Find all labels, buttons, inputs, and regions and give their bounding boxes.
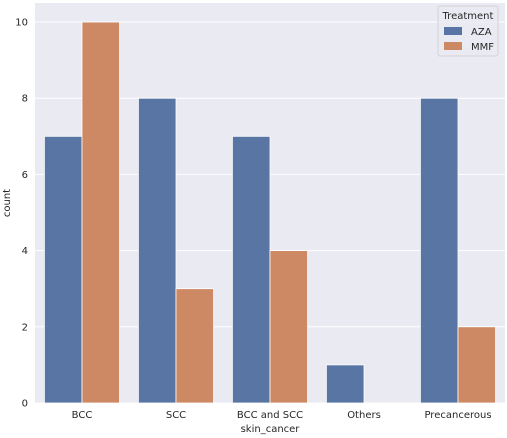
legend: Treatment AZA MMF [437,5,499,57]
bar-mmf-precancerous [457,326,496,404]
y-tick-label: 4 [22,246,28,257]
bar-aza-others [325,364,365,404]
y-tick-labels: 0 2 4 6 8 10 [15,18,28,410]
legend-title: Treatment [442,11,494,22]
y-tick-label: 2 [22,322,28,333]
bars [44,21,496,404]
y-tick-label: 8 [22,94,28,105]
legend-items: AZA MMF [444,27,494,53]
bar-mmf-bcc [81,21,120,404]
x-axis-label: skin_cancer [241,424,301,435]
y-axis-label: count [2,189,13,217]
bar-mmf-scc [175,288,214,404]
legend-label-aza: AZA [471,27,492,38]
legend-swatch-mmf [444,42,462,50]
y-tick-label: 0 [22,399,28,410]
legend-swatch-aza [444,27,462,35]
bar-aza-scc [137,97,177,404]
x-tick-label: Others [347,410,381,421]
bar-aza-bcc [44,135,83,404]
y-tick-label: 10 [15,18,28,29]
bar-mmf-bcc-and-scc [269,250,308,404]
bar-aza-bcc-and-scc [231,135,271,404]
bar-aza-precancerous [419,97,459,404]
x-tick-label: Precancerous [424,410,491,421]
y-tick-label: 6 [22,170,28,181]
x-tick-labels: BCC SCC BCC and SCC Others Precancerous [72,410,492,421]
legend-label-mmf: MMF [471,42,494,53]
x-tick-label: BCC and SCC [237,410,303,421]
x-tick-label: BCC [72,410,93,421]
x-tick-label: SCC [166,410,186,421]
